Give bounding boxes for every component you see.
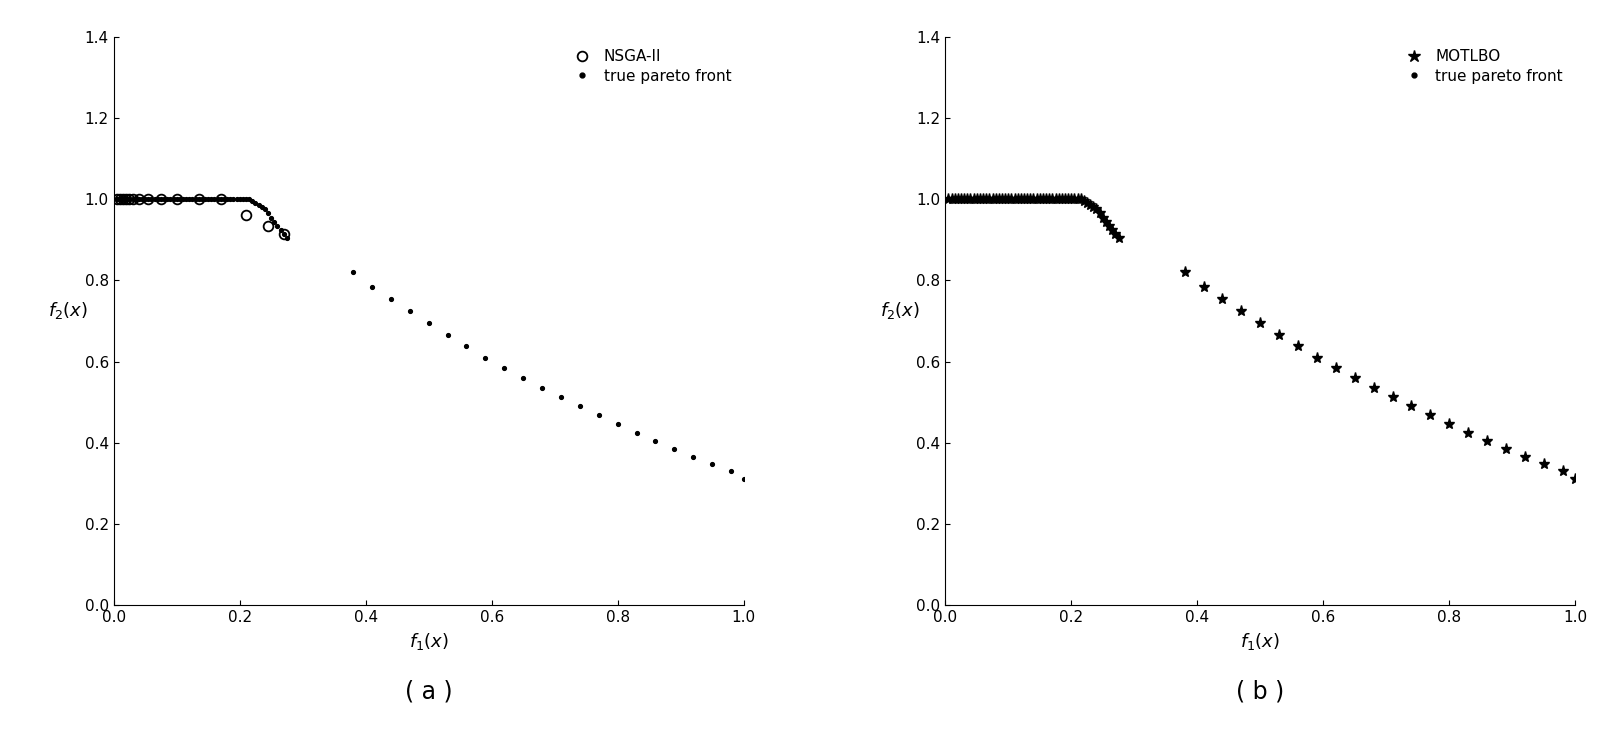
true pareto front — [107, 195, 127, 204]
MOTLBO — [1565, 475, 1584, 484]
true pareto front — [1016, 195, 1037, 204]
true pareto front — [185, 195, 204, 204]
MOTLBO — [1035, 195, 1055, 204]
X-axis label: $f_1(x)$: $f_1(x)$ — [409, 630, 448, 652]
Line: MOTLBO: MOTLBO — [943, 193, 1579, 485]
Line: true pareto front: true pareto front — [114, 196, 747, 483]
NSGA-II — [211, 195, 230, 204]
true pareto front — [239, 195, 258, 204]
NSGA-II — [258, 221, 278, 230]
true pareto front — [204, 195, 224, 204]
NSGA-II — [120, 195, 140, 204]
Legend: NSGA-II, true pareto front: NSGA-II, true pareto front — [562, 44, 735, 89]
Line: NSGA-II: NSGA-II — [112, 194, 289, 238]
Text: ( a ): ( a ) — [404, 679, 453, 703]
NSGA-II — [167, 195, 187, 204]
NSGA-II — [117, 195, 136, 204]
X-axis label: $f_1(x)$: $f_1(x)$ — [1240, 630, 1279, 652]
true pareto front — [734, 475, 753, 484]
Line: true pareto front: true pareto front — [945, 196, 1578, 483]
true pareto front — [188, 195, 208, 204]
true pareto front — [1070, 195, 1089, 204]
true pareto front — [1019, 195, 1039, 204]
MOTLBO — [985, 195, 1005, 204]
MOTLBO — [938, 195, 958, 204]
true pareto front — [985, 195, 1005, 204]
NSGA-II — [138, 195, 157, 204]
NSGA-II — [107, 195, 127, 204]
true pareto front — [938, 195, 958, 204]
true pareto front — [1565, 475, 1584, 484]
NSGA-II — [114, 195, 133, 204]
MOTLBO — [1019, 195, 1039, 204]
Y-axis label: $f_2(x)$: $f_2(x)$ — [49, 300, 88, 321]
NSGA-II — [123, 195, 143, 204]
NSGA-II — [235, 211, 255, 220]
NSGA-II — [274, 230, 294, 238]
NSGA-II — [130, 195, 149, 204]
Text: ( b ): ( b ) — [1235, 679, 1284, 703]
true pareto front — [1035, 195, 1055, 204]
true pareto front — [154, 195, 174, 204]
MOTLBO — [1070, 195, 1089, 204]
MOTLBO — [1042, 195, 1061, 204]
NSGA-II — [188, 195, 208, 204]
true pareto front — [1042, 195, 1061, 204]
true pareto front — [211, 195, 230, 204]
Legend: MOTLBO, true pareto front: MOTLBO, true pareto front — [1393, 44, 1566, 89]
NSGA-II — [151, 195, 170, 204]
NSGA-II — [110, 195, 130, 204]
Y-axis label: $f_2(x)$: $f_2(x)$ — [880, 300, 919, 321]
MOTLBO — [1016, 195, 1037, 204]
